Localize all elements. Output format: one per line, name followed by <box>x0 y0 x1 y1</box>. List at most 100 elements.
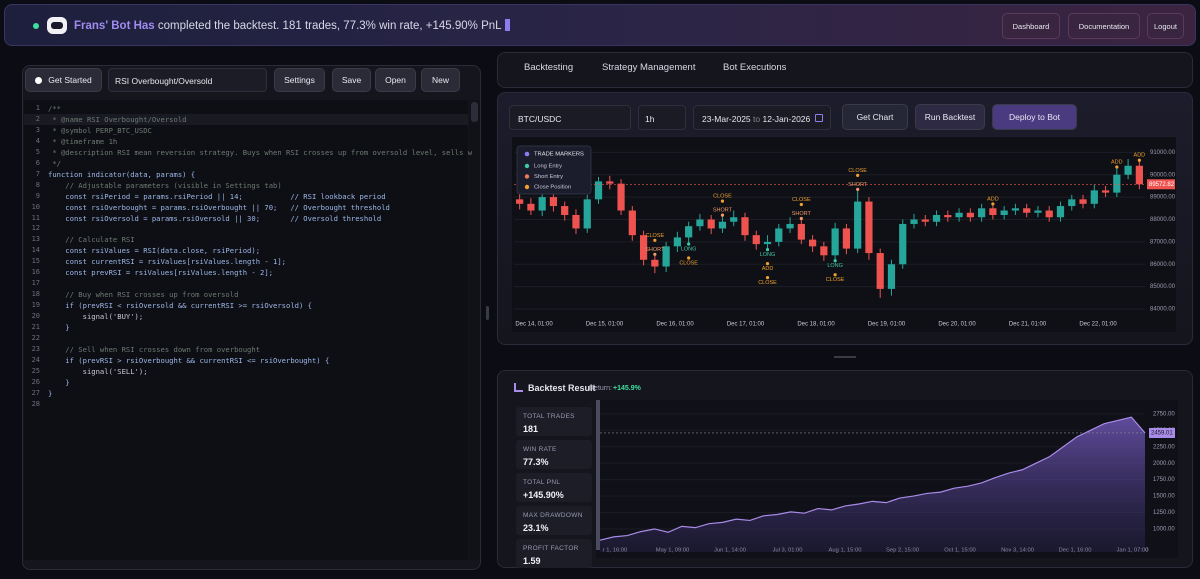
code-line: const rsiOverbought = params.rsiOverboug… <box>48 202 390 212</box>
last-value-box <box>1149 427 1175 438</box>
x-tick-label: Dec 18, 01:00 <box>797 322 835 328</box>
x-tick-label: Dec 20, 01:00 <box>938 322 976 328</box>
toolbar-button[interactable]: Save <box>332 68 371 92</box>
legend-box <box>516 145 592 195</box>
last-price-label: 89572.82 <box>1149 182 1175 188</box>
toolbar-button[interactable]: Settings <box>274 68 325 92</box>
trade-marker <box>1115 165 1119 169</box>
candle-body <box>1135 165 1143 185</box>
trade-marker <box>991 202 995 206</box>
y-tick-label: 86000.00 <box>1150 262 1176 268</box>
line-number: 7 <box>35 169 40 178</box>
control-button[interactable]: Get Chart <box>842 104 908 130</box>
line-number: 14 <box>31 246 40 255</box>
code-line: // Buy when RSI crosses up from oversold <box>48 290 239 300</box>
candle-body <box>899 223 907 265</box>
candle-body <box>583 199 591 229</box>
candle-body <box>1090 190 1098 204</box>
candle-body <box>775 228 783 242</box>
code-line: const currentRSI = rsiValues[rsiValues.l… <box>48 257 286 267</box>
line-number: 2 <box>35 114 40 123</box>
legend-swatch <box>524 163 530 169</box>
header-button[interactable]: Dashboard <box>1002 13 1060 39</box>
robot-icon <box>47 17 67 34</box>
tab[interactable]: Bot Executions <box>723 62 787 73</box>
stat-value: 23.1% <box>523 523 549 533</box>
symbol-select[interactable]: BTC/USDC <box>509 105 631 130</box>
code-line: const rsiPeriod = params.rsiPeriod || 14… <box>48 191 386 201</box>
line-number: 28 <box>31 399 40 408</box>
control-button[interactable]: Run Backtest <box>915 104 985 130</box>
toolbar-button[interactable]: New <box>421 68 460 92</box>
tab[interactable]: Backtesting <box>524 62 574 73</box>
stat-label: PROFIT FACTOR <box>523 545 579 552</box>
control-button[interactable]: Deploy to Bot <box>992 104 1077 130</box>
get-started-button[interactable]: Get Started <box>25 68 102 92</box>
tab[interactable]: Strategy Management <box>602 62 696 73</box>
splitter[interactable] <box>834 356 856 358</box>
candle-body <box>1079 199 1087 204</box>
candle-body <box>921 219 929 222</box>
candle-body <box>978 208 986 218</box>
stat-value: 181 <box>523 424 539 434</box>
candle-body <box>617 183 625 211</box>
line-number: 25 <box>31 366 40 375</box>
header-button[interactable]: Documentation <box>1068 13 1140 39</box>
candle-body <box>1101 190 1110 193</box>
return-value: +145.9% <box>613 385 641 392</box>
legend-title: TRADE MARKERS <box>534 152 584 158</box>
scroll-indicator <box>596 400 600 550</box>
candle-body <box>1113 174 1121 193</box>
candle-body <box>831 228 839 256</box>
code-line: } <box>48 377 70 387</box>
candle-body <box>752 235 760 245</box>
status-dot <box>33 23 39 29</box>
candle-body <box>944 215 952 218</box>
timeframe-select[interactable]: 1h <box>638 105 686 130</box>
candle-body <box>763 241 772 245</box>
line-number: 19 <box>31 301 40 310</box>
date-range[interactable]: 23-Mar-2025 to 12-Jan-2026 <box>693 105 831 130</box>
marker-label: SHORT <box>645 247 665 253</box>
code-line: // Sell when RSI crosses down from overb… <box>48 344 261 354</box>
x-tick-label: Dec 19, 01:00 <box>868 322 906 328</box>
candle-body <box>651 259 659 267</box>
x-tick-label: Dec 22, 01:00 <box>1079 322 1117 328</box>
line-number: 4 <box>35 136 40 145</box>
candle-body <box>1056 206 1065 218</box>
candle-body <box>685 226 693 238</box>
header-button[interactable]: Logout <box>1147 13 1184 39</box>
marker-label: CLOSE <box>758 280 777 286</box>
marker-label: CLOSE <box>792 197 811 203</box>
candle-body <box>673 237 681 247</box>
toolbar-button[interactable]: Open <box>375 68 416 92</box>
marker-label: CLOSE <box>848 168 867 174</box>
candle-body <box>910 219 918 224</box>
candle-body <box>1068 199 1076 207</box>
trade-marker <box>653 252 657 256</box>
code-line: } <box>48 323 70 332</box>
line-number: 3 <box>35 125 40 134</box>
trade-marker <box>687 256 691 260</box>
y-tick-label: 89000.00 <box>1150 195 1176 201</box>
candle-body <box>1045 210 1053 218</box>
line-number: 17 <box>31 279 40 288</box>
trade-marker <box>765 247 770 252</box>
header-message: Frans' Bot Has completed the backtest. 1… <box>74 19 510 32</box>
scrollbar <box>469 100 480 560</box>
y-tick-label: 2750.00 <box>1153 411 1175 417</box>
candle-body <box>842 228 851 249</box>
x-tick-label: Dec 16, 01:00 <box>656 322 694 328</box>
candle-body <box>854 201 862 249</box>
candle-body <box>1000 210 1008 216</box>
candle-body <box>730 217 738 222</box>
equity-line <box>599 416 1146 541</box>
code-line: } <box>48 388 53 398</box>
resize-handle[interactable] <box>486 306 489 320</box>
date-separator: to <box>753 114 761 124</box>
candle-body <box>966 212 974 218</box>
marker-label: SHORT <box>848 182 868 188</box>
strategy-name-input[interactable]: RSI Overbought/Oversold <box>108 68 267 92</box>
date-from: 23-Mar-2025 <box>702 114 751 124</box>
